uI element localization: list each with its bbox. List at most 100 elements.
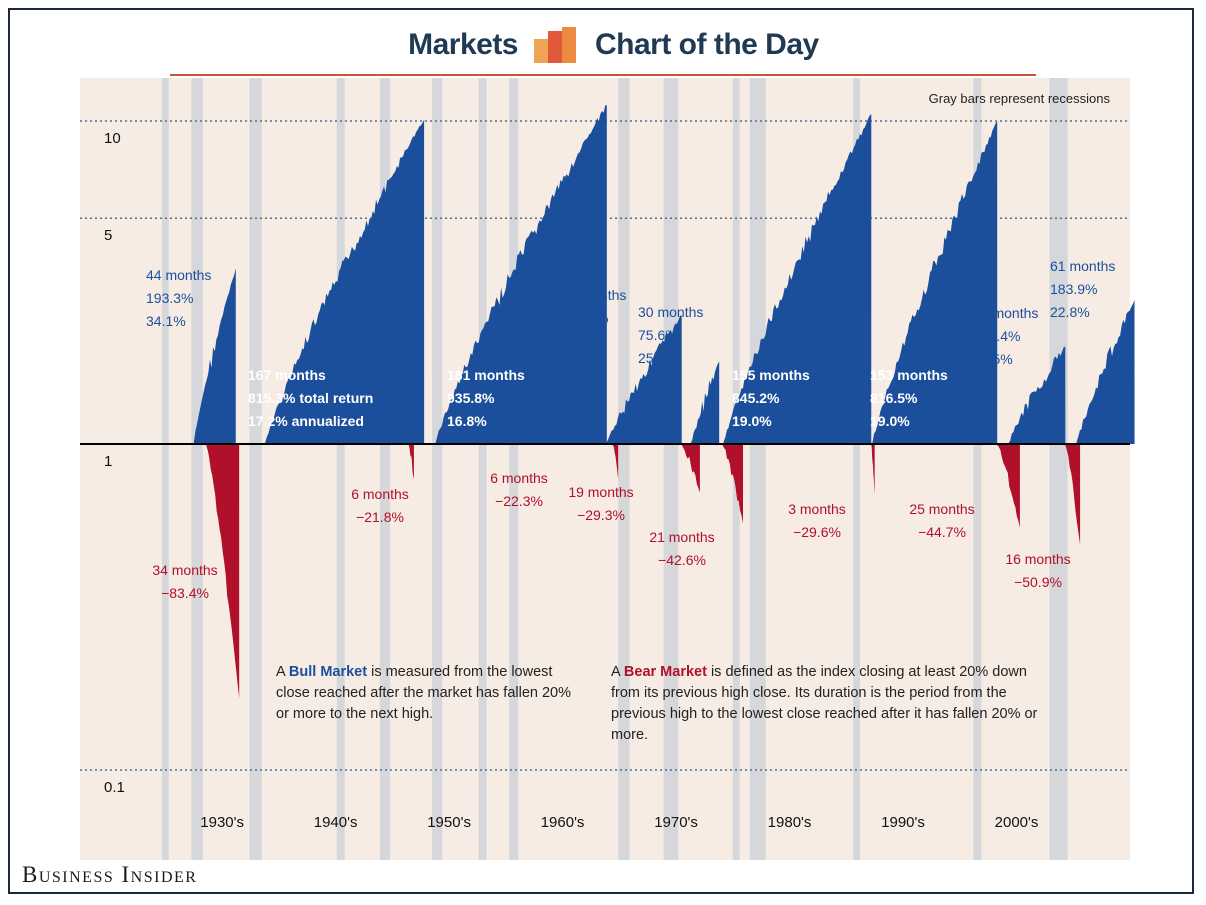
recession-note: Gray bars represent recessions [929,91,1111,106]
recession-bar [478,78,487,860]
bear-market-label: −29.3% [577,507,625,523]
bull-market-label: 61 months [1050,258,1115,274]
bar-logo-icon [534,27,576,63]
bull-note-prefix: A [276,664,289,680]
bull-market-label: 34.1% [146,313,186,329]
header-section-label: Markets [408,28,518,61]
bull-market-label: 19.0% [732,413,772,429]
bear-market-definition: A Bear Market is defined as the index cl… [611,662,1051,746]
recession-bar [618,78,630,860]
bull-market-label: 816.5% [870,390,918,406]
bear-market-label: −29.6% [793,524,841,540]
bull-market-area [872,121,998,444]
bull-market-label: 153 months [870,367,948,383]
y-tick-label: 5 [104,227,112,244]
bull-market-area [723,114,872,444]
bear-market-area [997,444,1020,528]
bull-market-label: 17.2% annualized [248,413,364,429]
bear-market-area [408,444,414,480]
bear-note-prefix: A [611,664,624,680]
bull-market-area [1076,299,1135,444]
y-axis-ticks: 10 5 1 0.1 [104,130,125,796]
bear-market-term: Bear Market [623,664,707,680]
bull-market-area [265,119,425,444]
bear-market-label: −50.9% [1014,574,1062,590]
bull-market-label: 155 months [732,367,810,383]
bear-market-area [1065,444,1081,545]
bull-market-area [193,268,236,444]
x-tick-label: 1970's [654,814,698,831]
bull-market-label: 22.8% [1050,304,1090,320]
bull-market-label: 181 months [447,367,525,383]
bear-market-label: 34 months [152,562,217,578]
recession-bar [973,78,982,860]
bear-market-area [612,444,619,480]
x-tick-label: 1950's [427,814,471,831]
recession-bar [191,78,203,860]
x-tick-label: 1930's [200,814,244,831]
x-tick-label: 1990's [881,814,925,831]
bull-market-label: 19.0% [870,413,910,429]
recession-bar [161,78,169,860]
bull-market-term: Bull Market [288,664,368,680]
bull-market-label: 815.3% total return [248,390,373,406]
recession-bar [432,78,443,860]
bull-market-label: 25.3% [638,350,678,366]
bear-market-label: 6 months [490,470,548,486]
bear-market-area [206,444,240,699]
recession-bar [1049,78,1068,860]
bear-market-label: −42.6% [658,552,706,568]
header-title: Chart of the Day [595,28,819,61]
bull-market-label: 16.8% [447,413,487,429]
recession-bar [509,78,519,860]
x-tick-label: 2000's [995,814,1039,831]
bull-market-label: 61 months [973,305,1038,321]
recession-bar [336,78,345,860]
y-tick-label: 10 [104,130,121,147]
business-insider-logo: Business Insider [22,862,198,887]
bull-market-area [435,105,607,444]
x-tick-label: 1960's [541,814,585,831]
bull-market-label: 143.7% [561,310,608,326]
bear-market-label: 6 months [351,486,409,502]
market-labels: 44 months 193.3% 34.1% 167 months 815.3% tot… [146,258,1115,601]
chart-frame [8,8,1194,894]
x-tick-label: 1980's [768,814,812,831]
bull-market-definition: A Bull Market is measured from the lowes… [276,662,576,725]
bull-market-label: 183.9% [1050,281,1097,297]
recession-bar [379,78,391,860]
bull-market-label: 15.5% [973,351,1013,367]
bull-market-label: 30 months [638,304,703,320]
recession-bar [853,78,860,860]
bull-market-label: 44 months [146,267,211,283]
bull-market-label: 167 months [248,367,326,383]
bear-market-label: 3 months [788,501,846,517]
recession-bar [249,78,262,860]
bull-market-area [690,361,720,444]
x-tick-label: 1940's [314,814,358,831]
bear-note-text: is defined as the index closing at least… [611,664,1038,743]
y-tick-label: 0.1 [104,779,125,796]
bear-market-label: 19 months [568,484,633,500]
bull-market-label: 77 months [561,287,626,303]
market-areas [193,105,1135,699]
bull-market-area [1008,346,1066,444]
bull-market-label: 845.2% [732,390,780,406]
header-rule [170,74,1036,76]
x-axis-ticks: 1930's 1940's 1950's 1960's 1970's 1980's 1990… [200,814,1038,831]
bull-market-area [606,315,682,444]
bull-market-label: 14.9% [561,333,601,349]
recession-bar [749,78,766,860]
bear-market-area [722,444,744,524]
chart-header: Markets Chart of the Day [0,20,1206,72]
bear-market-label: −83.4% [161,585,209,601]
y-tick-label: 1 [104,453,112,470]
bear-market-label: −44.7% [918,524,966,540]
bull-market-label: 935.8% [447,390,495,406]
bear-market-label: 21 months [649,529,714,545]
bull-market-label: 75.6% [638,327,678,343]
bear-market-label: 16 months [1005,551,1070,567]
recession-bar [663,78,679,860]
bear-market-area [681,444,700,493]
